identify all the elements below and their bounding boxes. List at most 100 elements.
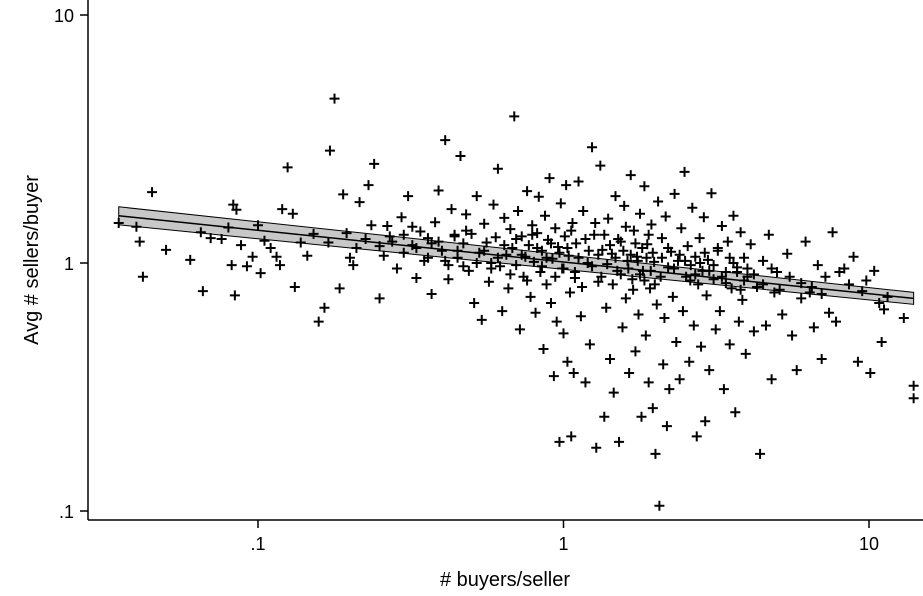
x-tick-label: 1	[558, 534, 568, 554]
data-point	[624, 368, 635, 379]
data-point	[827, 227, 838, 238]
data-point	[440, 255, 451, 266]
data-point	[492, 163, 503, 174]
data-point	[630, 238, 641, 249]
data-point	[656, 252, 667, 263]
data-point	[708, 260, 719, 271]
data-point	[185, 254, 196, 265]
data-point	[607, 279, 618, 290]
data-point	[755, 448, 766, 459]
data-point	[458, 261, 469, 272]
data-point	[643, 377, 654, 388]
y-tick-label: 1	[64, 254, 74, 274]
data-point	[527, 220, 538, 231]
data-point	[369, 158, 380, 169]
data-point	[505, 224, 516, 235]
data-point	[452, 245, 463, 256]
data-point	[511, 233, 522, 244]
data-point	[554, 436, 565, 447]
data-point	[641, 252, 652, 263]
data-point	[481, 237, 492, 248]
data-point	[784, 271, 795, 282]
data-point	[706, 188, 717, 199]
data-point	[463, 265, 474, 276]
data-point	[658, 359, 669, 370]
data-point	[577, 282, 588, 293]
data-point	[763, 229, 774, 240]
data-point	[739, 275, 750, 286]
data-point	[664, 384, 675, 395]
data-point	[628, 284, 639, 295]
data-point	[545, 297, 556, 308]
data-point	[573, 176, 584, 187]
data-point	[740, 348, 751, 359]
data-point	[758, 255, 769, 266]
data-point	[698, 212, 709, 223]
data-point	[366, 220, 377, 231]
data-point	[882, 291, 893, 302]
y-tick-label: .1	[59, 502, 74, 522]
data-point	[348, 260, 359, 271]
data-point	[578, 206, 589, 217]
data-point	[831, 316, 842, 327]
data-point	[876, 337, 887, 348]
data-point	[874, 297, 885, 308]
data-point	[808, 322, 819, 333]
data-point	[522, 275, 533, 286]
data-point	[479, 218, 490, 229]
data-point	[680, 255, 691, 266]
data-point	[656, 233, 667, 244]
data-point	[527, 229, 538, 240]
data-point	[513, 206, 524, 217]
data-point	[704, 265, 715, 276]
data-point	[436, 245, 447, 256]
data-point	[525, 291, 536, 302]
data-point	[561, 180, 572, 191]
data-point	[587, 142, 598, 153]
data-point	[613, 233, 624, 244]
data-point	[505, 269, 516, 280]
data-point	[610, 252, 621, 263]
data-point	[647, 403, 658, 414]
data-point	[667, 291, 678, 302]
data-point	[618, 245, 629, 256]
data-point	[503, 283, 514, 294]
data-point	[701, 290, 712, 301]
data-point	[898, 313, 909, 324]
data-point	[430, 217, 441, 228]
data-point	[558, 328, 569, 339]
data-point	[869, 265, 880, 276]
data-point	[816, 288, 827, 299]
data-point	[685, 275, 696, 286]
data-point	[509, 111, 520, 122]
data-point	[640, 330, 651, 341]
data-point	[197, 286, 208, 297]
data-point	[559, 231, 570, 242]
data-point	[677, 306, 688, 317]
data-point	[630, 346, 641, 357]
data-point	[649, 279, 660, 290]
data-point	[308, 228, 319, 239]
data-point	[403, 191, 414, 202]
data-point	[338, 189, 349, 200]
data-point	[540, 210, 551, 221]
data-point	[566, 225, 577, 236]
data-point	[728, 258, 739, 268]
data-point	[614, 436, 625, 447]
data-point	[679, 166, 690, 177]
data-point	[492, 252, 503, 263]
data-point	[633, 309, 644, 320]
data-point	[816, 354, 827, 365]
data-point	[282, 162, 293, 173]
data-point	[861, 275, 872, 286]
data-point	[623, 263, 634, 274]
data-point	[396, 212, 407, 223]
data-point	[649, 256, 660, 267]
data-point	[735, 227, 746, 238]
data-point	[488, 199, 499, 210]
data-point	[674, 249, 685, 260]
data-point	[544, 173, 555, 184]
data-point	[562, 356, 573, 367]
data-point	[131, 221, 142, 232]
data-point	[323, 237, 334, 248]
